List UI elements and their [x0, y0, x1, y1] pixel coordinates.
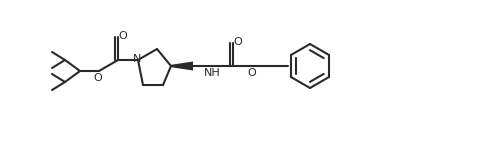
Text: NH: NH: [204, 68, 221, 78]
Polygon shape: [171, 61, 193, 70]
Text: N: N: [133, 54, 141, 64]
Text: O: O: [234, 37, 243, 47]
Text: O: O: [247, 68, 256, 78]
Text: O: O: [119, 31, 127, 41]
Text: O: O: [94, 73, 102, 83]
